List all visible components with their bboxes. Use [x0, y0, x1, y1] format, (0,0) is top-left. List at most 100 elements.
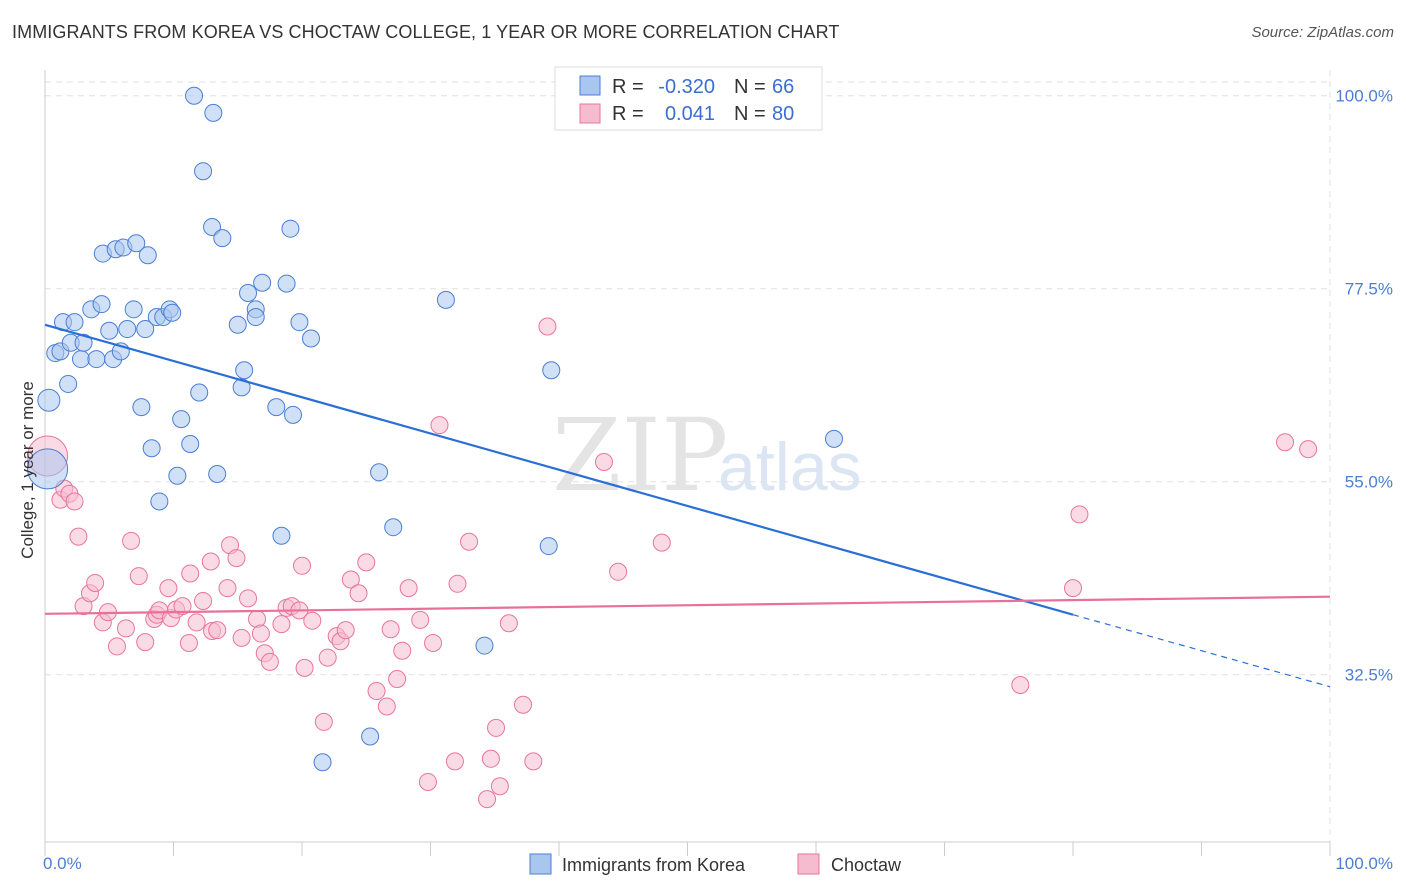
choctaw-point-19	[159, 579, 178, 598]
korea-point-27	[150, 492, 169, 511]
y-tick-label-1: 55.0%	[1345, 473, 1393, 492]
korea-point-56	[361, 727, 380, 746]
legend-n-value-1: 66	[772, 76, 794, 98]
choctaw-point-69	[487, 718, 506, 737]
y-tick-label-3: 100.0%	[1335, 87, 1393, 106]
korea-point-38	[203, 217, 222, 236]
korea-point-62	[542, 361, 561, 380]
choctaw-point-60	[411, 610, 430, 629]
korea-point-47	[253, 273, 272, 292]
choctaw-point-73	[524, 752, 543, 771]
korea-point-39	[208, 465, 227, 484]
korea-point-37	[204, 103, 223, 122]
choctaw-point-53	[357, 553, 376, 572]
korea-point-61	[539, 537, 558, 556]
y-axis-label: College, 1 year or more	[18, 381, 37, 559]
korea-point-57	[370, 463, 389, 482]
source-label: Source: ZipAtlas.com	[1251, 24, 1394, 41]
korea-point-59	[436, 290, 455, 309]
choctaw-point-43	[293, 556, 311, 575]
korea-point-20	[124, 300, 143, 319]
choctaw-point-63	[430, 416, 449, 435]
choctaw-point-50	[336, 621, 355, 640]
korea-point-23	[136, 320, 155, 339]
legend-n-label-2: N =	[734, 103, 766, 125]
choctaw-point-66	[460, 532, 479, 551]
korea-point-14	[100, 321, 119, 340]
choctaw-point-65	[448, 574, 467, 593]
korea-point-30	[163, 303, 182, 322]
korea-point-55	[313, 753, 332, 772]
korea-points	[27, 86, 843, 772]
korea-point-46	[246, 308, 265, 327]
legend-swatch-choctaw	[579, 103, 601, 124]
choctaw-point-75	[594, 453, 613, 472]
choctaw-point-52	[349, 584, 368, 603]
trend-lines	[44, 323, 1331, 688]
korea-point-40	[213, 229, 232, 248]
chart-title: IMMIGRANTS FROM KOREA VS CHOCTAW COLLEGE…	[12, 22, 840, 42]
choctaw-points	[27, 317, 1318, 809]
choctaw-point-24	[181, 564, 200, 583]
choctaw-point-64	[445, 752, 464, 771]
korea-point-8	[71, 350, 90, 369]
choctaw-point-62	[424, 633, 443, 652]
choctaw-point-5	[69, 527, 88, 546]
choctaw-point-15	[136, 633, 155, 652]
korea-point-24	[138, 246, 157, 265]
korea-point-33	[181, 434, 200, 453]
korea-point-0	[27, 448, 69, 490]
choctaw-point-33	[232, 628, 251, 647]
korea-point-60	[475, 636, 494, 655]
choctaw-point-68	[481, 749, 500, 768]
choctaw-point-79	[1064, 579, 1082, 598]
korea-point-51	[281, 219, 300, 238]
korea-point-12	[92, 295, 111, 314]
korea-trend-extension	[1072, 614, 1331, 688]
legend-r-value-2: 0.041	[665, 103, 715, 125]
choctaw-point-34	[239, 589, 258, 608]
choctaw-point-82	[1299, 440, 1318, 459]
x-tick-min: 0.0%	[43, 854, 82, 873]
choctaw-point-23	[179, 633, 198, 652]
korea-point-53	[290, 313, 309, 332]
korea-point-63	[824, 429, 843, 448]
choctaw-point-27	[201, 552, 220, 571]
choctaw-point-59	[399, 579, 418, 598]
x-tick-max: 100.0%	[1335, 854, 1393, 873]
choctaw-point-14	[129, 567, 148, 586]
y-tick-labels: 32.5% 55.0% 77.5% 100.0%	[1335, 87, 1393, 685]
choctaw-point-67	[478, 790, 497, 809]
choctaw-point-76	[609, 562, 628, 581]
korea-point-11	[87, 350, 106, 369]
choctaw-trend-line	[44, 595, 1331, 615]
legend-swatch-korea	[579, 75, 601, 96]
choctaw-point-71	[499, 614, 518, 633]
choctaw-point-78	[1011, 676, 1030, 695]
choctaw-point-11	[107, 637, 126, 656]
korea-point-21	[127, 234, 146, 253]
korea-point-9	[74, 333, 93, 352]
choctaw-point-32	[227, 549, 246, 568]
korea-point-50	[277, 274, 296, 293]
korea-point-44	[239, 284, 258, 303]
choctaw-point-25	[187, 613, 206, 632]
korea-point-25	[142, 439, 161, 458]
korea-point-41	[228, 315, 247, 334]
choctaw-point-36	[251, 624, 270, 643]
korea-point-34	[185, 86, 204, 105]
bottom-legend-swatch-choctaw	[797, 853, 820, 875]
choctaw-point-81	[1276, 433, 1295, 452]
korea-point-42	[232, 378, 251, 397]
choctaw-point-29	[208, 621, 227, 640]
korea-point-43	[235, 361, 254, 380]
korea-point-49	[272, 526, 291, 545]
bottom-legend-swatch-korea	[529, 853, 552, 875]
series-legend: Immigrants from Korea Choctaw	[529, 853, 902, 875]
legend-r-value-1: -0.320	[658, 76, 715, 98]
korea-point-22	[132, 398, 151, 417]
korea-point-58	[384, 518, 403, 537]
korea-point-19	[118, 320, 137, 339]
choctaw-point-54	[367, 682, 386, 701]
